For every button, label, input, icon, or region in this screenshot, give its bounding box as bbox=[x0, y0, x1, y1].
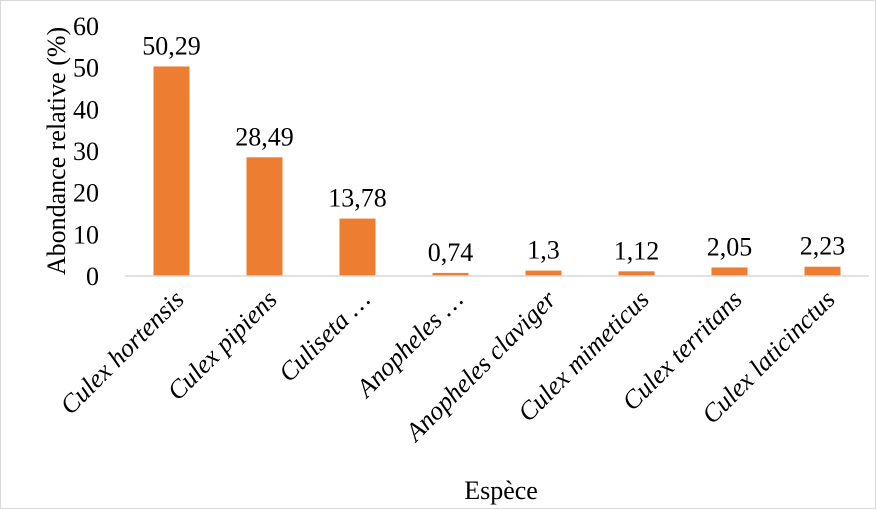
bar bbox=[246, 157, 283, 276]
bar bbox=[339, 218, 376, 276]
y-tick-label: 40 bbox=[73, 95, 99, 124]
bar bbox=[618, 271, 655, 276]
data-label: 1,12 bbox=[614, 236, 660, 265]
bar bbox=[432, 272, 469, 276]
data-label: 13,78 bbox=[328, 184, 387, 213]
bar bbox=[804, 266, 841, 276]
bar bbox=[525, 270, 562, 276]
y-tick-label: 50 bbox=[73, 54, 99, 83]
data-label: 2,05 bbox=[707, 232, 753, 261]
y-tick-label: 0 bbox=[86, 262, 99, 291]
data-label: 0,74 bbox=[428, 238, 474, 267]
data-label: 28,49 bbox=[235, 122, 294, 151]
category-label: Culex hortensis bbox=[54, 285, 189, 420]
bar bbox=[711, 267, 748, 276]
data-label: 1,3 bbox=[527, 236, 560, 265]
bars bbox=[153, 66, 841, 276]
data-labels: 50,29 28,49 13,78 0,74 1,3 1,12 2,05 2,23 bbox=[142, 31, 845, 266]
data-label: 2,23 bbox=[800, 232, 846, 261]
x-axis-title: Espèce bbox=[464, 476, 538, 505]
bar bbox=[153, 66, 190, 276]
y-tick-label: 10 bbox=[73, 220, 99, 249]
y-tick-label: 60 bbox=[73, 12, 99, 41]
y-tick-label: 20 bbox=[73, 179, 99, 208]
data-label: 50,29 bbox=[142, 31, 201, 60]
y-axis-title: Abondance relative (%) bbox=[42, 27, 71, 275]
y-axis-ticks: 0 10 20 30 40 50 60 bbox=[73, 12, 99, 291]
y-tick-label: 30 bbox=[73, 137, 99, 166]
